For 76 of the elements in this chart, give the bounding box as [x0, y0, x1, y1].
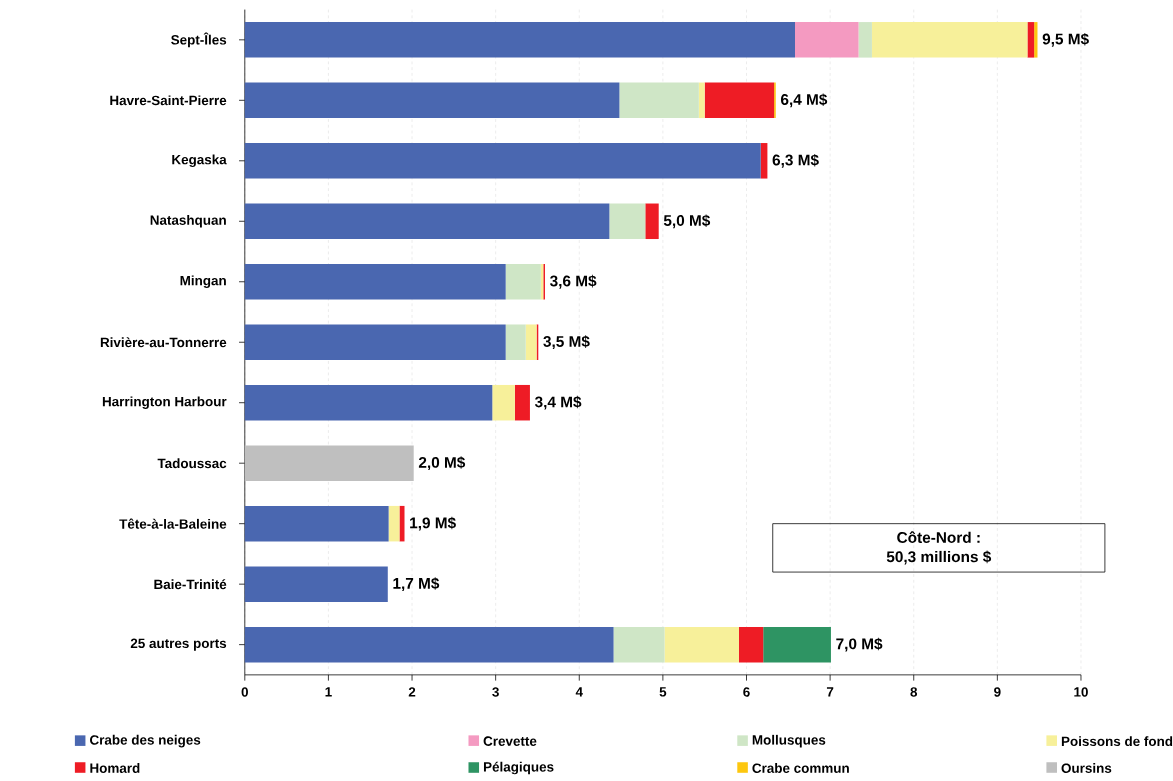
bar: [871, 21, 1028, 58]
bar: [664, 626, 739, 663]
y-tick-label: Kegaska: [172, 154, 227, 167]
bar: [704, 82, 775, 118]
bar: [244, 82, 620, 118]
x-tick-label: 2: [408, 687, 416, 697]
total-label: 5,0 M$: [663, 214, 711, 228]
legend-label: Poissons de fond: [1061, 735, 1173, 746]
annotation: Côte-Nord :: [897, 531, 980, 543]
total-label: 7,0 M$: [836, 637, 883, 652]
y-tick-label: Harrington Harbour: [102, 396, 227, 409]
y-tick-label: Mingan: [180, 275, 226, 288]
annotation: 50,3 millions $: [886, 550, 992, 565]
bar: [858, 21, 872, 58]
bar: [492, 384, 515, 421]
bar: [505, 324, 526, 360]
x-tick-label: 1: [325, 687, 332, 697]
bar: [613, 626, 665, 663]
total-label: 2,0 M$: [418, 456, 466, 470]
total-label: 6,3 M$: [772, 153, 819, 168]
bar: [244, 445, 414, 481]
bar: [505, 263, 541, 300]
legend-label: Homard: [90, 762, 140, 773]
y-tick-label: Havre-Saint-Pierre: [110, 95, 227, 106]
legend-label: Oursins: [1061, 762, 1112, 773]
bar: [244, 142, 761, 179]
y-tick-label: Tadoussac: [157, 458, 227, 468]
bar: [645, 203, 659, 239]
bar: [698, 82, 705, 118]
bar: [244, 566, 388, 602]
bar: [619, 82, 699, 118]
bar: [244, 263, 506, 300]
bar: [244, 21, 795, 58]
y-tick-label: Sept-Îles: [171, 32, 227, 48]
bar: [609, 203, 646, 239]
bar: [1034, 21, 1038, 58]
total-label: 3,4 M$: [534, 395, 582, 410]
y-tick-label: Tête-à-la-Baleine: [119, 518, 227, 529]
bar: [738, 626, 764, 663]
x-tick-label: 4: [575, 687, 583, 697]
bar: [244, 324, 506, 360]
bar: [795, 21, 859, 58]
bar: [244, 626, 614, 663]
total-label: 9,5 M$: [1042, 32, 1089, 47]
legend-label: Mollusques: [752, 734, 826, 748]
bar: [1027, 21, 1035, 58]
x-tick-label: 6: [743, 687, 750, 697]
bar: [244, 203, 610, 239]
y-tick-label: Natashquan: [150, 214, 226, 228]
legend-label: Crabe commun: [752, 762, 849, 773]
x-tick-label: 5: [659, 687, 667, 697]
x-tick-label: 8: [910, 687, 918, 697]
total-label: 3,6 M$: [550, 274, 597, 289]
legend-label: Crevette: [483, 736, 537, 746]
x-tick-label: 3: [492, 687, 499, 697]
x-tick-label: 0: [241, 687, 248, 697]
y-tick-label: Rivière-au-Tonnerre: [100, 337, 227, 348]
y-tick-label: 25 autres ports: [130, 638, 227, 651]
bar: [388, 505, 400, 542]
bar: [514, 384, 530, 421]
total-label: 1,9 M$: [410, 516, 456, 531]
x-tick-label: 9: [994, 687, 1001, 697]
legend-label: Crabe des neiges: [90, 734, 201, 748]
bar: [244, 505, 389, 542]
bar: [760, 142, 768, 179]
bar: [763, 626, 831, 663]
total-label: 6,4 M$: [781, 93, 828, 107]
x-tick-label: 7: [826, 687, 834, 697]
bar: [399, 505, 405, 542]
bar: [525, 324, 537, 360]
y-tick-label: Baie-Trinité: [154, 578, 227, 589]
x-tick-label: 10: [1074, 687, 1088, 697]
total-label: 3,5 M$: [543, 335, 590, 349]
bar: [244, 384, 493, 421]
legend-label: Pélagiques: [483, 761, 554, 775]
total-label: 1,7 M$: [393, 577, 440, 591]
